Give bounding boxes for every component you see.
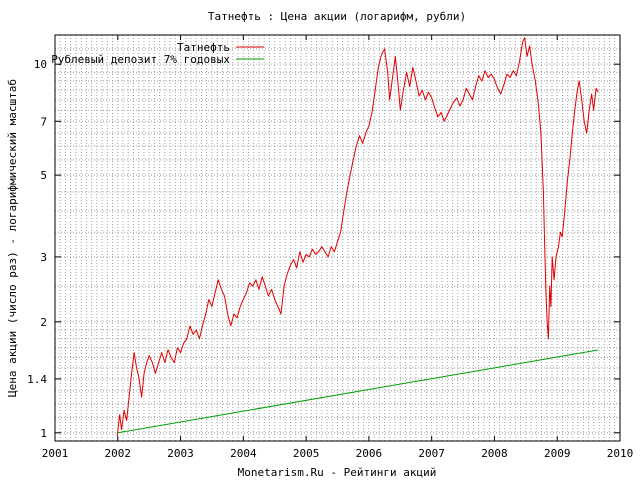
y-tick-label: 1: [40, 427, 47, 440]
legend-label-1: Татнефть: [177, 41, 230, 54]
legend-label-2: Рублевый депозит 7% годовых: [51, 53, 230, 66]
axis-ticks: 2001 2002 2003 2004 2005 2006 2007 2008 2009 2010…: [27, 35, 633, 460]
y-tick-label: 5: [40, 169, 47, 182]
y-tick-label: 7: [40, 115, 47, 128]
x-tick-label: 2002: [105, 447, 132, 460]
chart-title: Татнефть : Цена акции (логарифм, рубли): [208, 10, 466, 23]
x-tick-label: 2008: [481, 447, 508, 460]
grid: [55, 35, 620, 441]
series-line-1: [116, 37, 599, 437]
x-tick-label: 2009: [544, 447, 571, 460]
y-tick-label: 10: [34, 58, 47, 71]
x-tick-label: 2010: [607, 447, 634, 460]
x-tick-label: 2007: [418, 447, 445, 460]
series-line-2: [117, 349, 599, 434]
y-axis-label: Цена акции (число раз) - логарифмический…: [6, 79, 19, 397]
y-tick-label: 3: [40, 251, 47, 264]
y-tick-label: 1.4: [27, 373, 47, 386]
plot-frame: [54, 34, 621, 442]
x-tick-label: 2005: [293, 447, 320, 460]
y-tick-label: 2: [40, 316, 47, 329]
x-axis-label: Monetarism.Ru - Рейтинги акций: [238, 466, 437, 479]
x-tick-label: 2003: [167, 447, 194, 460]
x-tick-label: 2004: [230, 447, 257, 460]
x-tick-label: 2006: [356, 447, 383, 460]
plot-series: [116, 37, 599, 437]
x-tick-label: 2001: [42, 447, 69, 460]
